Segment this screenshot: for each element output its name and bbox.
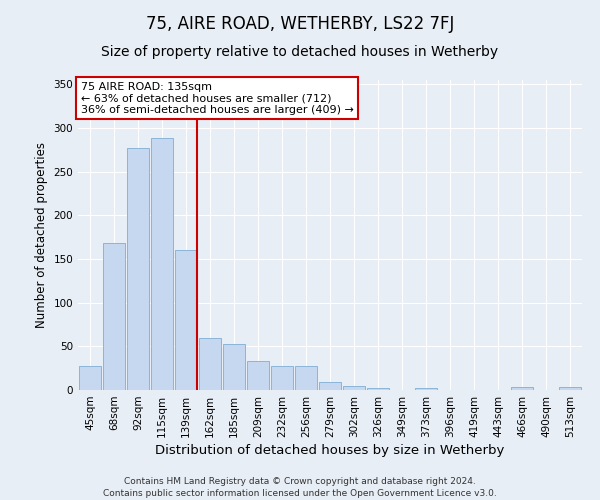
Bar — [343, 386, 365, 390]
Bar — [103, 244, 125, 390]
Text: 75 AIRE ROAD: 135sqm
← 63% of detached houses are smaller (712)
36% of semi-deta: 75 AIRE ROAD: 135sqm ← 63% of detached h… — [80, 82, 353, 115]
Text: Size of property relative to detached houses in Wetherby: Size of property relative to detached ho… — [101, 45, 499, 59]
Bar — [559, 388, 581, 390]
Bar — [223, 344, 245, 390]
X-axis label: Distribution of detached houses by size in Wetherby: Distribution of detached houses by size … — [155, 444, 505, 457]
Bar — [199, 338, 221, 390]
Bar — [511, 388, 533, 390]
Bar — [367, 388, 389, 390]
Bar — [319, 382, 341, 390]
Bar — [295, 366, 317, 390]
Text: 75, AIRE ROAD, WETHERBY, LS22 7FJ: 75, AIRE ROAD, WETHERBY, LS22 7FJ — [146, 15, 454, 33]
Bar — [415, 388, 437, 390]
Bar — [151, 138, 173, 390]
Bar — [247, 361, 269, 390]
Bar — [271, 366, 293, 390]
Text: Contains HM Land Registry data © Crown copyright and database right 2024.
Contai: Contains HM Land Registry data © Crown c… — [103, 476, 497, 498]
Y-axis label: Number of detached properties: Number of detached properties — [35, 142, 48, 328]
Bar — [127, 148, 149, 390]
Bar — [175, 250, 197, 390]
Bar — [79, 366, 101, 390]
